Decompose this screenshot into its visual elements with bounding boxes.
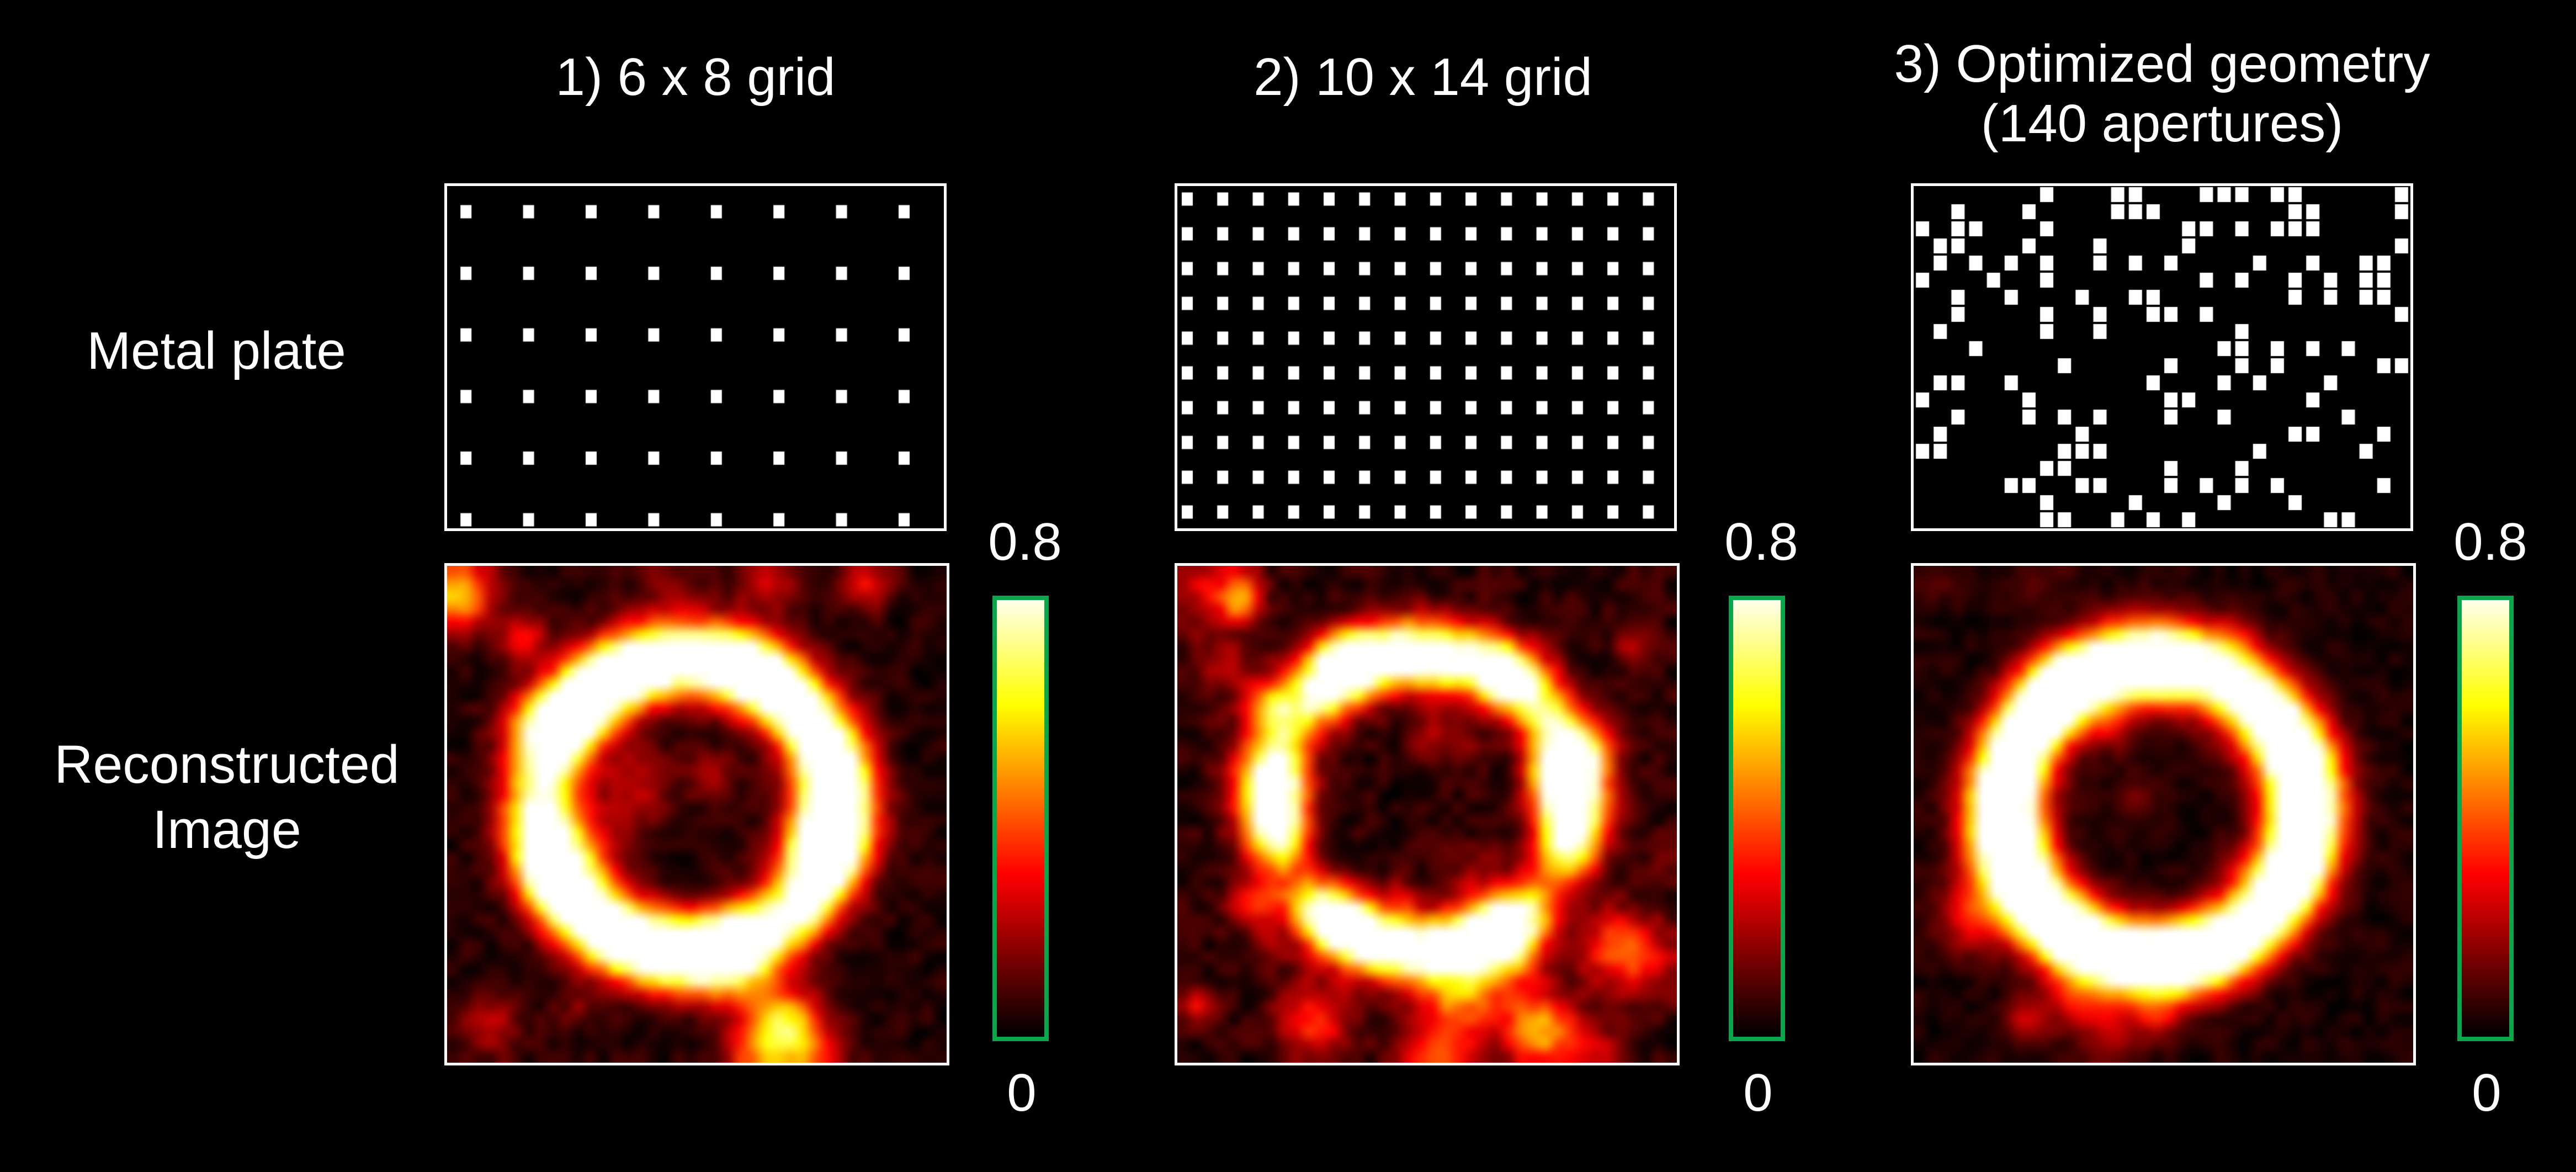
row-label-reconstructed-line-2: Image	[152, 799, 301, 860]
colorbar-2-max-label: 0.8	[1724, 512, 1798, 571]
column-2-title: 2) 10 x 14 grid	[1254, 47, 1592, 107]
colorbar-gradient-2	[1733, 600, 1781, 1037]
column-3-title-line-1: 3) Optimized geometry	[1894, 34, 2430, 93]
aperture-pattern-canvas-2	[1177, 186, 1674, 528]
colorbar-3-max-label: 0.8	[2453, 512, 2527, 571]
colorbar-2	[1729, 596, 1785, 1041]
reconstructed-image-panel-2	[1175, 563, 1680, 1065]
aperture-pattern-canvas-1	[447, 186, 944, 528]
metal-plate-panel-2	[1175, 183, 1677, 531]
metal-plate-panel-1	[444, 183, 947, 531]
reconstructed-image-panel-3	[1911, 563, 2416, 1065]
colorbar-1-min-label: 0	[1007, 1063, 1037, 1122]
colorbar-3-min-label: 0	[2472, 1063, 2501, 1122]
row-label-reconstructed-line-1: Reconstructed	[54, 734, 400, 794]
column-3-title: 3) Optimized geometry (140 apertures)	[1773, 34, 2551, 153]
colorbar-3	[2457, 596, 2514, 1041]
colorbar-1-max-label: 0.8	[988, 512, 1062, 571]
colorbar-gradient-1	[997, 600, 1044, 1037]
reconstructed-image-canvas-1	[447, 566, 947, 1063]
reconstructed-image-canvas-2	[1177, 566, 1677, 1063]
aperture-pattern-canvas-3	[1914, 186, 2410, 528]
colorbar-1	[992, 596, 1049, 1041]
column-1-title: 1) 6 x 8 grid	[555, 47, 836, 107]
reconstructed-image-panel-1	[444, 563, 949, 1065]
row-label-metal-plate: Metal plate	[87, 321, 346, 380]
reconstructed-image-canvas-3	[1914, 566, 2413, 1063]
row-label-reconstructed-image: Reconstructed Image	[36, 732, 417, 862]
column-3-title-line-2: (140 apertures)	[1980, 94, 2344, 153]
colorbar-2-min-label: 0	[1743, 1063, 1773, 1122]
colorbar-gradient-3	[2462, 600, 2509, 1037]
metal-plate-panel-3	[1911, 183, 2413, 531]
